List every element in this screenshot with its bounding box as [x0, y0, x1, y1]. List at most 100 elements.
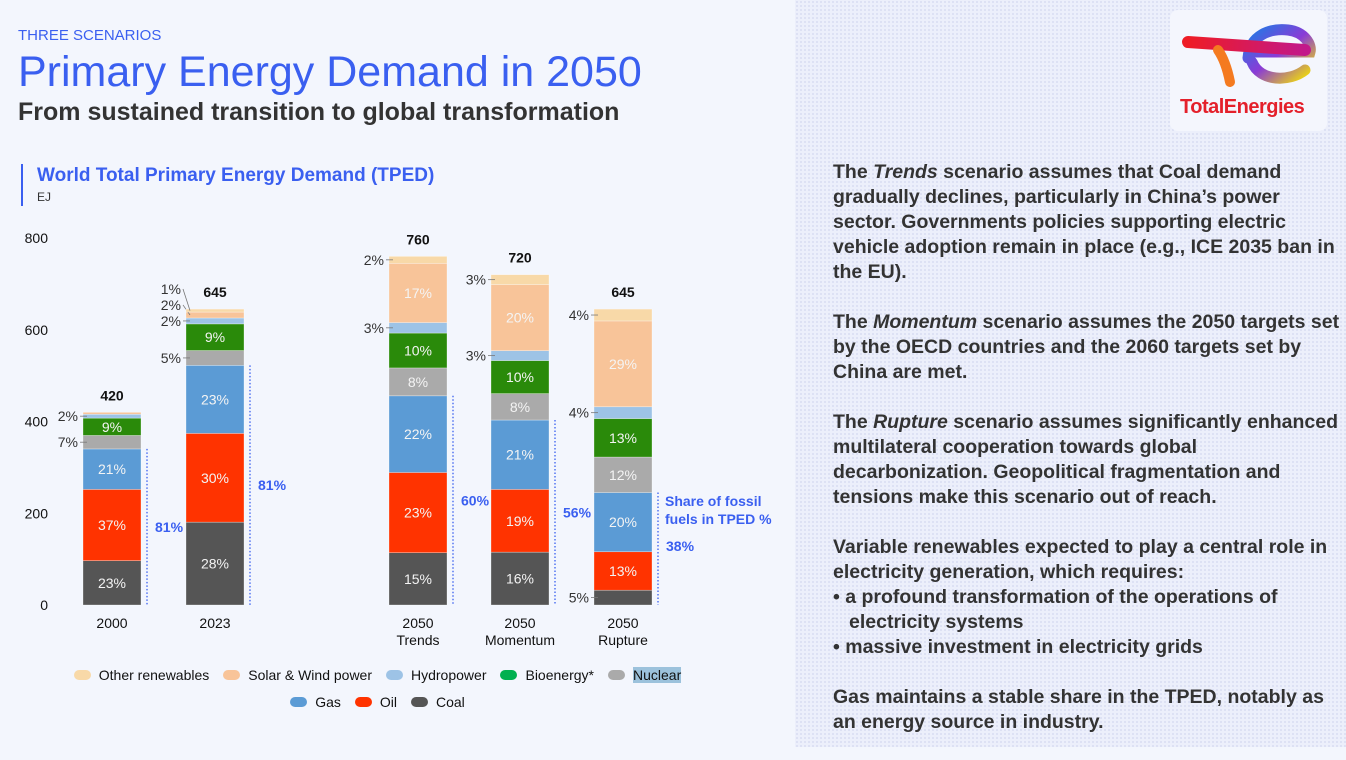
trends-paragraph: The Trends scenario assumes that Coal de…: [833, 161, 1335, 283]
fossil-share-label: 60%: [461, 492, 490, 508]
segment-label: 2%: [58, 408, 78, 424]
bar-segment-nuclear: [82, 435, 142, 450]
bar-segment-nuclear: [388, 367, 448, 397]
legend-swatch: [386, 670, 403, 680]
segment-label: 8%: [510, 399, 530, 415]
bar-segment-other-renewables: [593, 308, 653, 322]
segment-label: 15%: [404, 571, 432, 587]
y-tick-label: 400: [25, 414, 49, 430]
y-tick-label: 0: [40, 597, 48, 613]
legend-swatch: [500, 670, 518, 680]
y-tick-label: 800: [25, 230, 49, 246]
legend-label: Gas: [315, 694, 341, 710]
kicker: THREE SCENARIOS: [18, 27, 162, 44]
x-tick-label: 2023: [199, 615, 230, 631]
segment-label: 21%: [506, 447, 534, 463]
segment-label: 30%: [201, 470, 229, 486]
segment-label: 22%: [404, 426, 432, 442]
bar-segment-bioenergy-: [593, 418, 653, 458]
segment-label: 23%: [98, 575, 126, 591]
segment-label: 19%: [506, 513, 534, 529]
bar-segment-gas: [388, 395, 448, 473]
fossil-share-label: 38%: [666, 538, 695, 554]
segment-label: 29%: [609, 356, 637, 372]
y-tick-label: 200: [25, 505, 49, 521]
legend-item: Hydropower: [386, 667, 486, 683]
segment-label: 3%: [466, 348, 486, 364]
bar-segment-hydropower: [82, 413, 142, 419]
bar-segment-hydropower: [388, 322, 448, 334]
segment-label: 37%: [98, 517, 126, 533]
bar-segment-coal: [593, 589, 653, 606]
bar-segment-oil: [388, 472, 448, 554]
segment-label: 8%: [408, 374, 428, 390]
bar-segment-nuclear: [593, 456, 653, 493]
bar-segment-solar-wind-power: [490, 284, 550, 351]
legend-label: Nuclear: [632, 667, 682, 683]
bar-total-label: 645: [611, 284, 635, 300]
segment-label: 9%: [102, 419, 122, 435]
bar-segment-bioenergy-: [185, 323, 245, 351]
bar-segment-nuclear: [185, 350, 245, 366]
segment-label: 12%: [609, 467, 637, 483]
bar-segment-coal: [82, 560, 142, 606]
bar-total-label: 645: [203, 284, 227, 300]
legend-item: Gas: [290, 694, 341, 710]
legend-item: Nuclear: [607, 667, 682, 683]
segment-label: 2%: [364, 252, 384, 268]
scenario-text: The Trends scenario assumes that Coal de…: [833, 160, 1345, 760]
x-tick-label: 2050: [607, 615, 638, 631]
segment-label: 28%: [201, 556, 229, 572]
bar-total-label: 720: [508, 250, 532, 266]
bar-total-label: 760: [406, 231, 430, 247]
fossil-share-label: 56%: [563, 505, 592, 521]
x-tick-label: Rupture: [598, 632, 648, 648]
momentum-paragraph: The Momentum scenario assumes the 2050 t…: [833, 311, 1340, 383]
bar-segment-coal: [388, 552, 448, 606]
segment-label: 2%: [161, 313, 181, 329]
chart-title-block: World Total Primary Energy Demand (TPED)…: [21, 164, 434, 206]
fossil-share-caption: fuels in TPED %: [665, 511, 772, 527]
legend-swatch: [607, 670, 625, 680]
legend-item: Coal: [411, 694, 465, 710]
y-unit: EJ: [37, 190, 52, 204]
segment-label: 5%: [569, 590, 589, 606]
segment-label: 7%: [58, 434, 78, 450]
segment-label: 1%: [161, 281, 181, 297]
bar-segment-gas: [490, 419, 550, 490]
bar-segment-hydropower: [185, 317, 245, 325]
x-tick-label: Trends: [396, 632, 439, 648]
y-tick-label: 600: [25, 322, 49, 338]
legend-item: Other renewables: [73, 667, 210, 683]
segment-label: 16%: [506, 571, 534, 587]
segment-label: 17%: [404, 285, 432, 301]
chart-title: World Total Primary Energy Demand (TPED): [37, 165, 435, 186]
segment-label: 21%: [98, 461, 126, 477]
bar-segment-gas: [185, 365, 245, 434]
legend-item: Bioenergy*: [500, 667, 594, 683]
page-subtitle: From sustained transition to global tran…: [18, 98, 620, 126]
bullet-item: • a profound transformation of the opera…: [833, 586, 1278, 633]
segment-label: 13%: [609, 430, 637, 446]
legend-label: Hydropower: [411, 667, 487, 683]
x-tick-label: 2000: [96, 615, 127, 631]
segment-label: 9%: [205, 329, 225, 345]
x-tick-label: Momentum: [485, 632, 555, 648]
bar-segment-hydropower: [490, 350, 550, 361]
legend-label: Other renewables: [98, 667, 210, 683]
bar-segment-oil: [593, 551, 653, 591]
segment-label-leader: [182, 288, 191, 311]
x-tick-label: 2050: [504, 615, 535, 631]
segment-label: 10%: [506, 369, 534, 385]
stacked-bar-chart: 0 200 400 600 800 23% 37% 21% 7% 9% 2% 420 2000 81% 28…: [25, 230, 772, 648]
bar-segment-other-renewables: [490, 274, 550, 285]
rupture-paragraph: The Rupture scenario assumes significant…: [833, 411, 1338, 508]
fossil-share-label: 81%: [155, 519, 184, 535]
segment-label: 23%: [201, 391, 229, 407]
bar-segment-solar-wind-power: [593, 320, 653, 408]
legend-label: Coal: [436, 694, 465, 710]
segment-label: 13%: [609, 563, 637, 579]
legend-swatch: [411, 697, 428, 707]
legend-swatch: [223, 670, 241, 680]
logo-mark-icon: [1182, 24, 1316, 87]
